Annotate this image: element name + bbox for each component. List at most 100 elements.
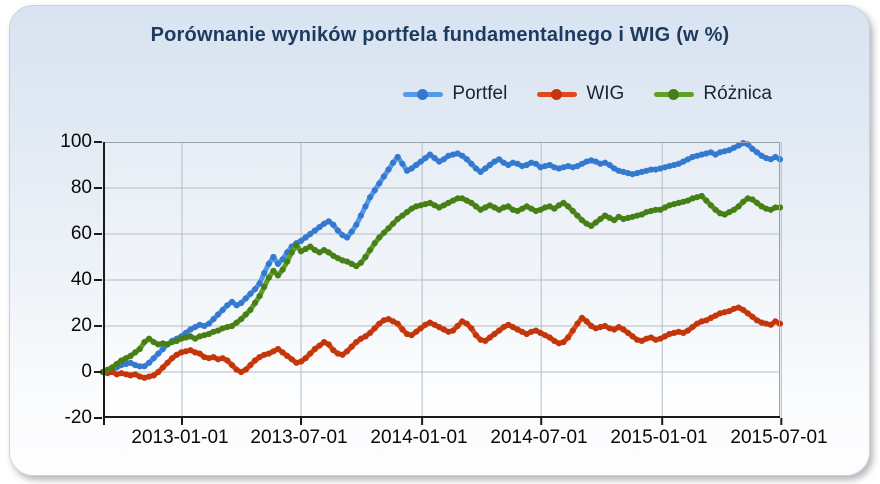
- series-line-rnica: [100, 193, 783, 375]
- data-point: [500, 159, 507, 166]
- data-point: [164, 359, 171, 366]
- data-point: [477, 168, 484, 175]
- data-point: [297, 248, 305, 255]
- data-point: [721, 211, 728, 218]
- data-point: [523, 330, 530, 338]
- data-point: [261, 283, 268, 290]
- data-point: [330, 221, 337, 228]
- data-point: [537, 206, 544, 213]
- data-point: [597, 215, 604, 223]
- data-point: [463, 320, 470, 327]
- data-point: [399, 326, 406, 333]
- y-tick-label: 0: [81, 361, 92, 382]
- data-point: [233, 366, 240, 373]
- legend-item-roznica[interactable]: Różnica: [654, 83, 772, 105]
- data-point: [546, 161, 553, 169]
- legend-label-portfel: Portfel: [452, 83, 508, 104]
- data-point: [606, 214, 613, 221]
- data-point: [390, 159, 397, 166]
- data-point: [228, 298, 236, 305]
- legend-item-wig[interactable]: WIG: [537, 83, 624, 105]
- data-point: [284, 258, 291, 265]
- data-point: [422, 321, 429, 328]
- data-point: [611, 326, 618, 333]
- data-point: [661, 333, 669, 340]
- data-point: [339, 351, 346, 358]
- legend-line-marker-icon: [654, 88, 695, 100]
- data-point: [357, 259, 364, 266]
- data-point: [288, 356, 295, 363]
- data-point: [357, 335, 364, 342]
- legend-line-marker-icon: [403, 88, 444, 100]
- data-point: [274, 272, 282, 279]
- data-point: [726, 209, 733, 216]
- data-point: [749, 145, 756, 152]
- data-point: [344, 258, 351, 265]
- data-point: [376, 234, 383, 241]
- data-point: [730, 305, 738, 312]
- data-point: [321, 247, 328, 254]
- data-point: [454, 322, 461, 330]
- data-point: [141, 339, 148, 346]
- data-point: [353, 339, 360, 346]
- data-point: [155, 350, 162, 357]
- data-point: [367, 194, 374, 201]
- data-point: [514, 326, 521, 333]
- data-point: [468, 199, 475, 206]
- data-point: [146, 359, 153, 366]
- legend: Portfel WIG Różnica: [403, 82, 772, 106]
- data-point: [141, 363, 148, 370]
- data-point: [505, 321, 512, 328]
- data-point: [482, 165, 489, 172]
- data-point: [574, 212, 581, 219]
- data-point: [454, 195, 461, 202]
- data-point: [353, 221, 360, 228]
- data-point: [583, 220, 590, 227]
- data-point: [758, 203, 765, 210]
- data-point: [403, 209, 411, 216]
- data-point: [270, 348, 277, 355]
- data-point: [459, 152, 466, 159]
- legend-item-portfel[interactable]: Portfel: [403, 83, 507, 105]
- data-point: [307, 350, 314, 357]
- data-point: [426, 319, 434, 326]
- data-point: [413, 161, 420, 169]
- data-point: [730, 144, 738, 151]
- data-point: [187, 326, 194, 333]
- data-point: [514, 160, 521, 167]
- data-point: [514, 207, 521, 215]
- data-point: [261, 270, 268, 277]
- data-point: [735, 142, 742, 149]
- data-point: [399, 212, 406, 219]
- data-point: [472, 332, 480, 339]
- data-point: [242, 366, 249, 373]
- data-point: [238, 299, 245, 307]
- data-point: [601, 159, 609, 166]
- data-point: [735, 304, 742, 311]
- data-point: [408, 332, 415, 339]
- data-point: [753, 199, 761, 206]
- data-point: [274, 260, 282, 267]
- data-point: [431, 155, 438, 162]
- data-point: [496, 206, 503, 213]
- data-point: [661, 204, 669, 211]
- data-point: [288, 249, 295, 256]
- data-point: [578, 314, 586, 321]
- data-point: [740, 306, 747, 313]
- data-point: [486, 334, 493, 341]
- data-point: [565, 203, 572, 210]
- data-point: [744, 310, 751, 317]
- data-point: [675, 160, 682, 167]
- data-point: [546, 334, 553, 341]
- data-point: [371, 187, 378, 194]
- data-point: [592, 219, 599, 226]
- data-point: [376, 320, 383, 327]
- data-point: [505, 203, 512, 210]
- data-point: [311, 247, 318, 254]
- data-point: [417, 325, 424, 332]
- data-point: [712, 312, 719, 319]
- data-point: [215, 311, 222, 318]
- data-point: [753, 149, 761, 156]
- data-point: [210, 316, 217, 323]
- data-point: [638, 337, 645, 344]
